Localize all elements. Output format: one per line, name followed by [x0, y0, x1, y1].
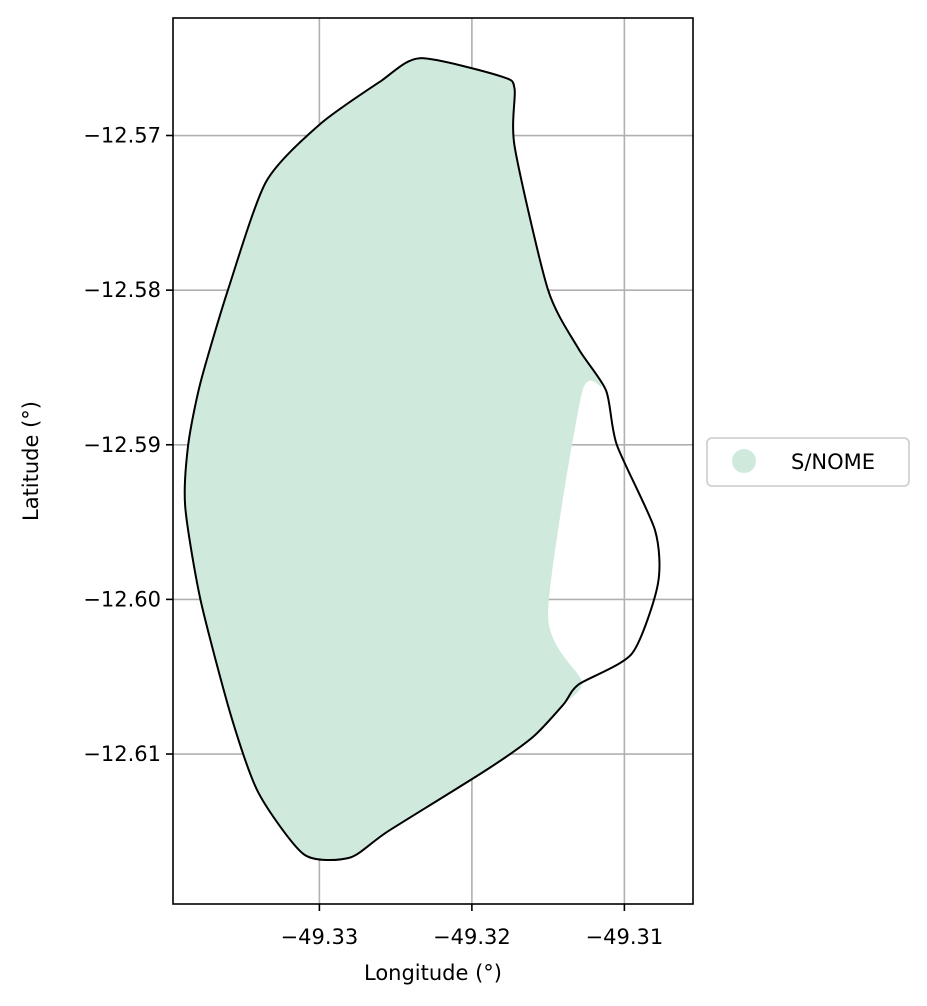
axis-ticks: −49.33 −49.32 −49.31 −12.57 −12.58 −12.59 −12.…: [83, 124, 663, 949]
y-tick-label: −12.61: [83, 742, 161, 766]
plot-frame: [172, 17, 694, 905]
region-fill-s-nome: [184, 58, 602, 861]
legend-marker: [732, 449, 756, 473]
legend-label: S/NOME: [791, 450, 875, 474]
legend: S/NOME: [706, 437, 910, 487]
x-tick-label: −49.33: [281, 925, 359, 949]
y-tick-label: −12.57: [83, 124, 161, 148]
y-axis-label: Latitude (°): [19, 401, 43, 521]
region-outline: [183, 57, 661, 862]
y-tick-label: −12.60: [83, 587, 161, 611]
x-tick-label: −49.31: [586, 925, 664, 949]
x-axis-label: Longitude (°): [364, 961, 502, 985]
x-tick-label: −49.32: [433, 925, 511, 949]
y-tick-label: −12.59: [83, 433, 161, 457]
legend-box: [706, 437, 910, 487]
y-tick-label: −12.58: [83, 278, 161, 302]
